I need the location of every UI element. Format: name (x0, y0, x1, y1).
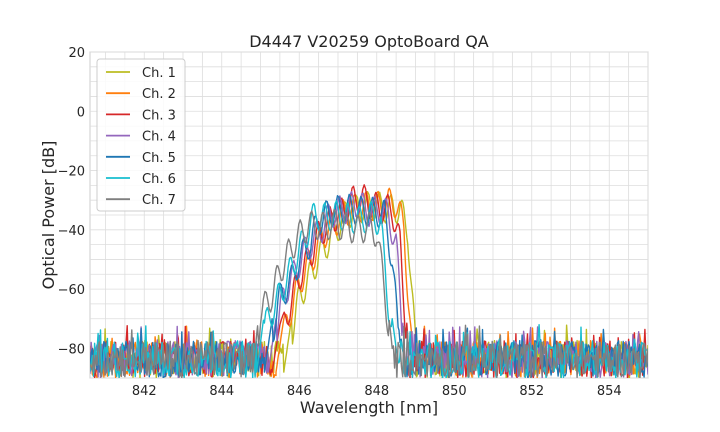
legend-label: Ch. 2 (142, 87, 176, 102)
x-tick-label: 854 (597, 384, 622, 399)
y-tick-label: −20 (58, 165, 85, 180)
x-tick-label: 848 (364, 384, 389, 399)
x-tick-label: 850 (442, 384, 467, 399)
y-tick-label: 0 (77, 105, 85, 120)
legend: Ch. 1 Ch. 2 Ch. 3 Ch. 4 Ch. 5 Ch. 6 Ch. 7 (96, 58, 186, 212)
series-line (90, 208, 648, 378)
legend-item: Ch. 3 (106, 108, 176, 123)
legend-item: Ch. 4 (106, 130, 176, 145)
y-tick-label: −80 (58, 342, 85, 357)
legend-box (96, 58, 186, 212)
series-7 (90, 208, 648, 378)
chart-title: D4447 V20259 OptoBoard QA (249, 32, 489, 51)
legend-label: Ch. 4 (142, 130, 176, 145)
x-tick-label: 844 (209, 384, 234, 399)
legend-item: Ch. 7 (106, 193, 176, 208)
x-axis-label: Wavelength [nm] (300, 398, 438, 417)
y-tick-label: −60 (58, 283, 85, 298)
x-tick-label: 842 (132, 384, 157, 399)
y-tick-label: −40 (58, 224, 85, 239)
legend-label: Ch. 5 (142, 151, 176, 166)
series-6 (90, 200, 648, 378)
legend-label: Ch. 7 (142, 193, 176, 208)
legend-label: Ch. 6 (142, 172, 176, 187)
legend-label: Ch. 1 (142, 66, 176, 81)
x-axis-ticks: 842 844 846 848 850 852 854 (132, 384, 622, 399)
x-tick-label: 852 (519, 384, 544, 399)
series-line (90, 200, 648, 378)
legend-label: Ch. 3 (142, 108, 176, 123)
y-axis-label: Optical Power [dB] (39, 141, 58, 290)
y-axis-ticks: 20 0 −20 −40 −60 −80 (58, 46, 85, 357)
legend-item: Ch. 2 (106, 87, 176, 102)
series-layer (90, 184, 648, 378)
legend-item: Ch. 6 (106, 172, 176, 187)
legend-item: Ch. 5 (106, 151, 176, 166)
y-tick-label: 20 (68, 46, 85, 61)
x-tick-label: 846 (287, 384, 312, 399)
plot-area (90, 184, 648, 378)
legend-item: Ch. 1 (106, 66, 176, 81)
